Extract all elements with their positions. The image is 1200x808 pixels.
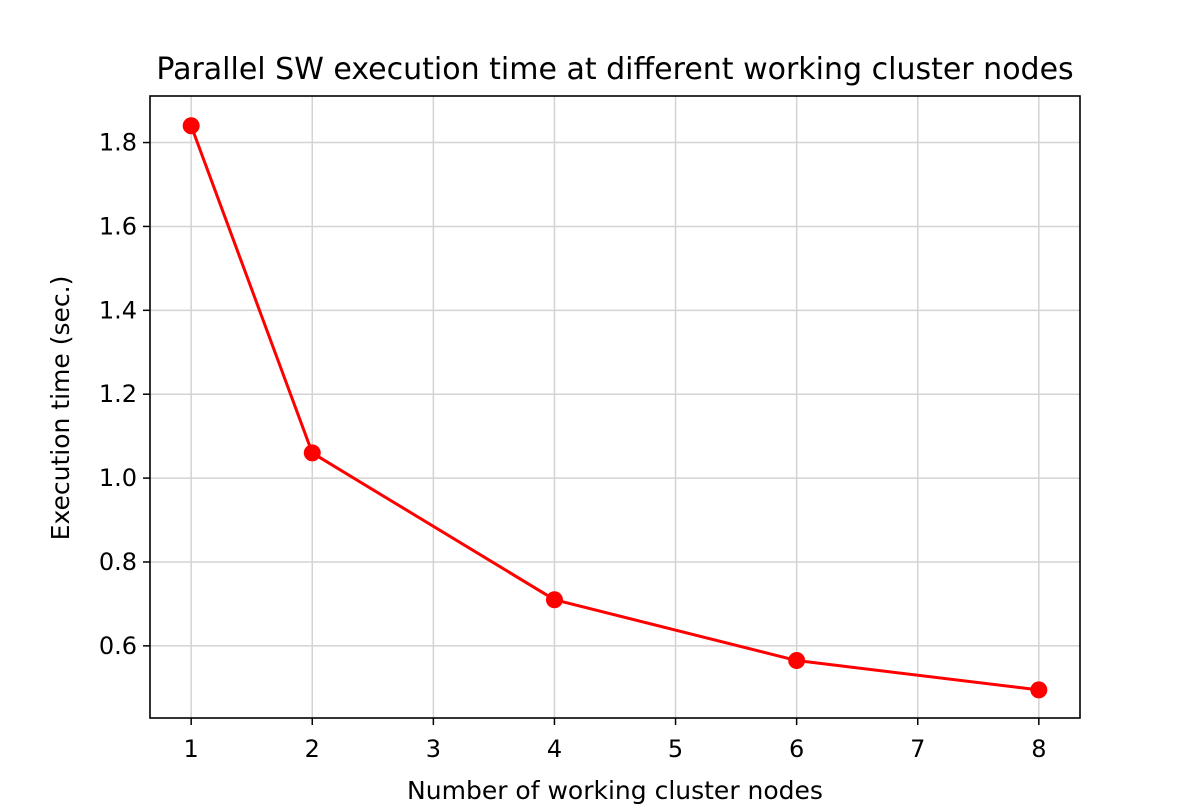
grid: [150, 96, 1080, 718]
x-tick-label: 2: [305, 735, 320, 763]
y-tick-label: 0.8: [99, 548, 137, 576]
series-layer: [182, 117, 1048, 699]
x-tick-label: 3: [426, 735, 441, 763]
y-tick-label: 1.6: [99, 212, 137, 240]
y-tick-label: 1.0: [99, 464, 137, 492]
y-tick-label: 1.4: [99, 296, 137, 324]
x-axis-label: Number of working cluster nodes: [407, 776, 823, 805]
data-point: [545, 591, 563, 609]
x-tick-label: 4: [547, 735, 562, 763]
x-tick-label: 7: [910, 735, 925, 763]
plot-frame: [149, 95, 1081, 719]
x-tick-label: 5: [668, 735, 683, 763]
y-axis-label: Execution time (sec.): [46, 276, 75, 541]
data-point: [1030, 681, 1048, 699]
y-tick-label: 1.2: [99, 380, 137, 408]
data-point: [182, 117, 200, 135]
chart-title: Parallel SW execution time at different …: [156, 52, 1073, 87]
y-tick-label: 0.6: [99, 632, 137, 660]
data-point: [788, 652, 806, 670]
y-tick-label: 1.8: [99, 129, 137, 157]
data-point: [303, 444, 321, 462]
x-tick-label: 8: [1031, 735, 1046, 763]
ticks: 1 2 3 4 5 6 7 8 0.6 0.8 1.0 1.2 1.4 1.6 1.8: [99, 129, 1047, 763]
x-tick-label: 1: [184, 735, 199, 763]
x-tick-label: 6: [789, 735, 804, 763]
